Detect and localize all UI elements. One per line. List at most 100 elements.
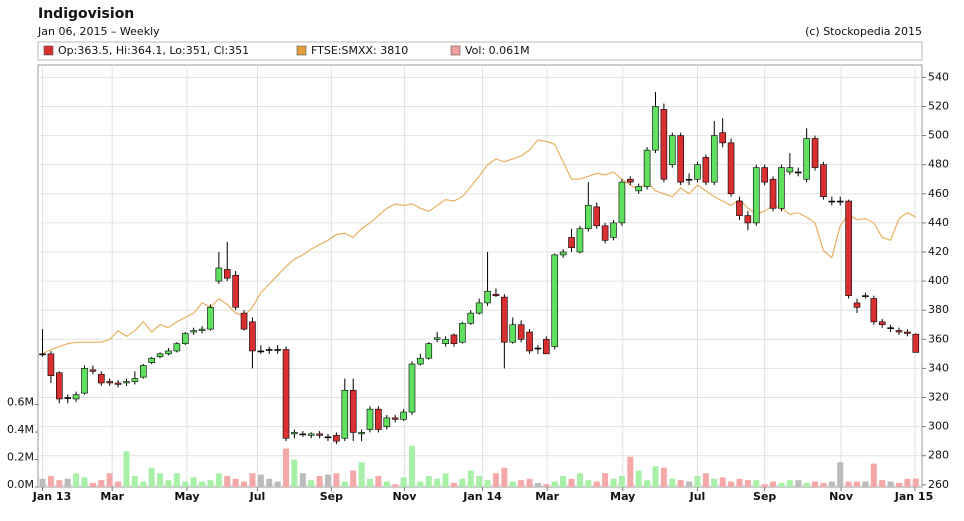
chart-subtitle: Jan 06, 2015 – Weekly: [37, 25, 160, 38]
x-tick-label: Nov: [392, 490, 417, 503]
x-tick-label: Sep: [753, 490, 776, 503]
candle-body: [349, 389, 357, 433]
candle-body: [501, 296, 508, 343]
candle-body: [668, 135, 676, 165]
volume-bar: [283, 448, 290, 487]
candle-body: [862, 295, 869, 297]
y-tick-label: 420: [928, 245, 949, 258]
volume-bar: [341, 481, 348, 487]
volume-bar: [215, 473, 222, 487]
y-tick-label: 340: [928, 361, 949, 374]
volume-bar: [64, 478, 71, 487]
x-tick-label: May: [610, 490, 635, 503]
volume-bar: [467, 470, 474, 487]
y-tick-label: 380: [928, 303, 949, 316]
candle-body: [568, 237, 575, 248]
candle-body: [400, 411, 407, 420]
candle-body: [811, 138, 819, 168]
volume-bar: [728, 481, 735, 487]
volume-bar: [375, 476, 382, 487]
candle-body: [358, 432, 365, 435]
candle-body: [828, 200, 836, 203]
x-tick-label: Sep: [320, 490, 343, 503]
volume-bar: [257, 474, 264, 487]
volume-bar: [912, 478, 919, 487]
volume-bar: [39, 478, 46, 487]
volume-bar: [484, 480, 491, 487]
candle-body: [442, 338, 449, 344]
volume-bar: [618, 476, 625, 487]
volume-bar: [635, 470, 642, 487]
candle-body: [383, 417, 391, 427]
volume-bar: [106, 473, 113, 487]
candle-body: [744, 215, 752, 224]
volume-bar: [534, 482, 541, 487]
candle-body: [139, 365, 147, 378]
volume-bar: [224, 476, 231, 487]
volume-bar: [157, 473, 164, 487]
candle-body: [316, 433, 323, 436]
volume-bar: [325, 474, 332, 487]
candle-body: [425, 343, 433, 359]
candle-body: [181, 333, 189, 344]
candle-body: [257, 350, 265, 353]
candle-body: [165, 350, 172, 355]
volume-bar: [551, 481, 558, 487]
candle-body: [207, 306, 214, 330]
candle-body: [845, 200, 852, 296]
volume-bar: [173, 473, 180, 487]
x-tick-label: Mar: [100, 490, 124, 503]
candle-body: [585, 205, 592, 230]
candle-body: [778, 167, 785, 209]
y-tick-label: 300: [928, 420, 949, 433]
volume-bar: [602, 473, 609, 487]
candle-body: [282, 349, 290, 439]
candle-body: [526, 331, 533, 352]
candle-body: [559, 251, 567, 256]
volume-bar: [585, 480, 592, 487]
candle-body: [232, 274, 239, 308]
candle-body: [752, 167, 760, 224]
volume-bar: [459, 478, 466, 487]
candle-body: [878, 321, 886, 326]
volume-bar: [98, 480, 105, 487]
volume-bar: [677, 480, 684, 487]
y-tick-label: 280: [928, 449, 949, 462]
candle-body: [72, 394, 80, 400]
volume-bar: [627, 456, 634, 487]
x-tick-label: Jul: [689, 490, 706, 503]
legend-label: Op:363.5, Hi:364.1, Lo:351, Cl:351: [58, 44, 249, 57]
x-tick-label: Jan 14: [462, 490, 502, 503]
candle-body: [677, 135, 684, 183]
x-tick-label: Nov: [829, 490, 854, 503]
volume-bar: [879, 480, 886, 487]
candle-body: [820, 164, 827, 197]
legend-label: FTSE:SMXX: 3810: [311, 44, 408, 57]
candle-body: [794, 171, 802, 174]
y-tick-label: 440: [928, 216, 949, 229]
volume-bar: [182, 481, 189, 487]
volume-bar: [81, 477, 88, 487]
y2-tick-label: 0.0M: [7, 478, 34, 491]
candle-body: [836, 200, 844, 203]
candle-body: [114, 382, 122, 385]
chart-title: Indigovision: [38, 6, 134, 22]
volume-bar: [47, 476, 54, 487]
volume-bar: [367, 478, 373, 487]
volume-bar: [803, 482, 810, 487]
volume-bar: [526, 478, 533, 487]
candle-body: [265, 349, 273, 351]
y-tick-label: 520: [928, 99, 949, 112]
volume-bar: [73, 473, 80, 487]
volume-bar: [291, 459, 298, 487]
candle-body: [333, 435, 340, 442]
volume-bar: [820, 482, 827, 487]
candle-body: [190, 330, 197, 333]
y-tick-label: 260: [928, 478, 949, 491]
candle-body: [240, 312, 248, 330]
volume-bar: [702, 473, 709, 487]
candle-body: [710, 135, 718, 183]
candle-body: [601, 225, 609, 241]
volume-bar: [761, 484, 768, 487]
